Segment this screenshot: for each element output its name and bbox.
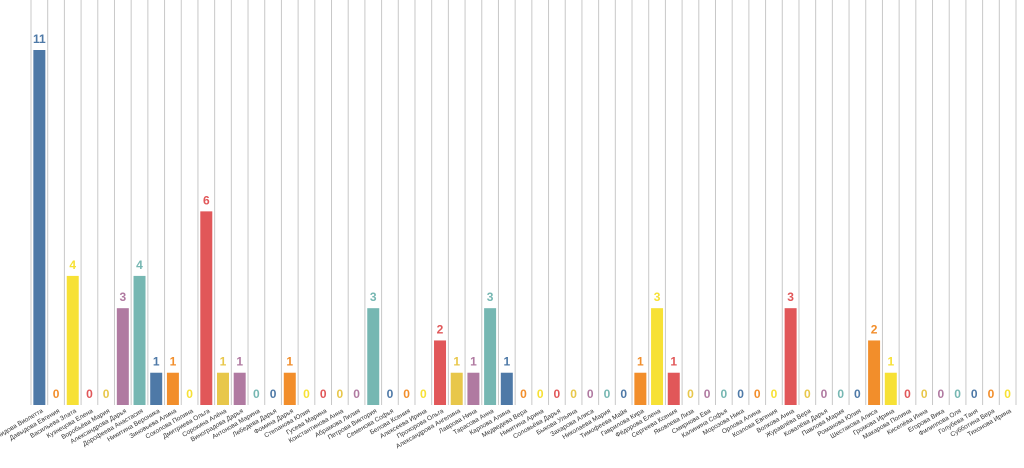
bar <box>233 372 246 405</box>
bar <box>784 308 797 405</box>
value-label: 0 <box>821 387 828 401</box>
value-label: 0 <box>554 387 561 401</box>
value-label: 0 <box>270 387 277 401</box>
value-label: 0 <box>320 387 327 401</box>
bar <box>651 308 664 405</box>
value-label: 3 <box>787 290 794 304</box>
value-label: 0 <box>854 387 861 401</box>
value-label: 0 <box>420 387 427 401</box>
bar <box>367 308 380 405</box>
value-label: 4 <box>69 258 76 272</box>
value-label: 0 <box>720 387 727 401</box>
bar <box>450 372 463 405</box>
value-label: 1 <box>236 355 243 369</box>
value-label: 3 <box>370 290 377 304</box>
value-label: 0 <box>837 387 844 401</box>
bar <box>667 372 680 405</box>
value-label: 1 <box>503 355 510 369</box>
value-label: 0 <box>387 387 394 401</box>
value-label: 0 <box>754 387 761 401</box>
bar <box>283 372 296 405</box>
value-label: 0 <box>737 387 744 401</box>
value-label: 0 <box>303 387 310 401</box>
bar <box>884 372 897 405</box>
value-label: 0 <box>537 387 544 401</box>
value-label: 1 <box>453 355 460 369</box>
value-label: 0 <box>53 387 60 401</box>
value-label: 0 <box>921 387 928 401</box>
value-label: 0 <box>353 387 360 401</box>
value-label: 0 <box>403 387 410 401</box>
value-label: 1 <box>637 355 644 369</box>
value-label: 4 <box>136 258 143 272</box>
value-label: 0 <box>938 387 945 401</box>
bar <box>500 372 513 405</box>
value-label: 0 <box>988 387 995 401</box>
value-label: 0 <box>771 387 778 401</box>
value-label: 0 <box>620 387 627 401</box>
bar <box>467 372 480 405</box>
value-label: 3 <box>654 290 661 304</box>
value-label: 0 <box>904 387 911 401</box>
bar <box>216 372 229 405</box>
bar <box>133 275 146 405</box>
bar <box>868 340 881 405</box>
value-label: 1 <box>153 355 160 369</box>
value-label: 1 <box>887 355 894 369</box>
value-label: 0 <box>570 387 577 401</box>
value-label: 3 <box>119 290 126 304</box>
value-label: 2 <box>871 322 878 336</box>
value-label: 0 <box>1004 387 1011 401</box>
value-label: 0 <box>186 387 193 401</box>
bar <box>200 211 213 405</box>
value-label: 1 <box>470 355 477 369</box>
value-label: 1 <box>170 355 177 369</box>
value-label: 0 <box>954 387 961 401</box>
bar <box>116 308 129 405</box>
value-label: 0 <box>687 387 694 401</box>
bar <box>434 340 447 405</box>
bar <box>33 50 46 405</box>
bar <box>634 372 647 405</box>
value-label: 3 <box>487 290 494 304</box>
bar <box>150 372 163 405</box>
value-label: 0 <box>604 387 611 401</box>
value-label: 0 <box>587 387 594 401</box>
value-label: 1 <box>670 355 677 369</box>
value-label: 6 <box>203 193 210 207</box>
bar <box>66 275 79 405</box>
value-label: 1 <box>220 355 227 369</box>
value-label: 0 <box>971 387 978 401</box>
bar <box>166 372 179 405</box>
bar <box>484 308 497 405</box>
value-label: 0 <box>253 387 260 401</box>
value-label: 2 <box>437 322 444 336</box>
value-label: 0 <box>103 387 110 401</box>
value-label: 0 <box>804 387 811 401</box>
value-label: 1 <box>286 355 293 369</box>
value-label: 0 <box>520 387 527 401</box>
value-label: 0 <box>86 387 93 401</box>
value-label: 0 <box>704 387 711 401</box>
value-label: 0 <box>337 387 344 401</box>
value-label: 11 <box>33 32 46 46</box>
